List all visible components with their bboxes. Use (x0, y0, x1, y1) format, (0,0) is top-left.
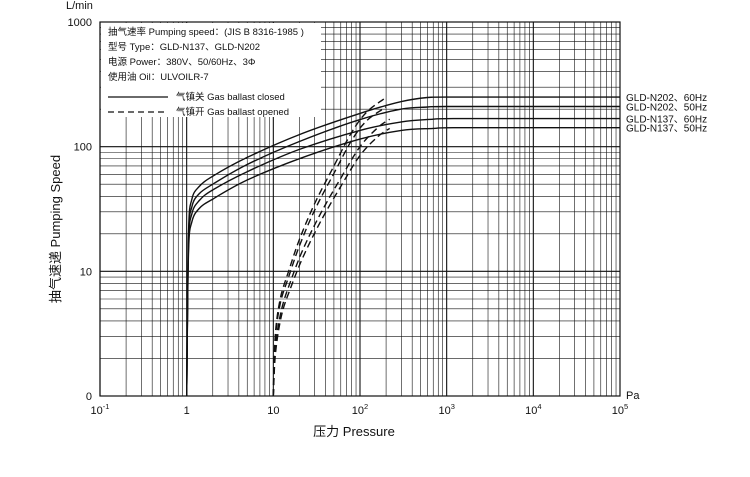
series-label: GLD-N137、50Hz (626, 124, 707, 135)
info-line-type: 型号 Type：GLD-N137、GLD-N202 (108, 42, 260, 53)
y-axis-tick-labels: 0 10 100 1000 (68, 17, 92, 403)
series-label: GLD-N202、60Hz (626, 93, 707, 104)
y-axis-label: 抽气速递 Pumping Speed (48, 155, 63, 303)
x-tick-label: 1 (184, 405, 190, 417)
legend-dashed-label: 气镇开 Gas ballast opened (176, 106, 289, 118)
series-layer (186, 96, 621, 397)
series-line-solid-0 (186, 96, 620, 397)
info-line-standard: 抽气速率 Pumping speed：(JIS B 8316-1985 ) (108, 26, 304, 38)
y-tick-label: 100 (74, 142, 92, 154)
x-tick-label: 105 (612, 402, 628, 417)
series-line-dashed-5 (272, 106, 387, 397)
info-box: 抽气速率 Pumping speed：(JIS B 8316-1985 ) 型号… (101, 23, 321, 118)
series-label: GLD-N137、60Hz (626, 115, 707, 126)
x-tick-label: 10 (267, 405, 279, 417)
x-tick-label: 10-1 (91, 402, 110, 417)
x-axis-unit: Pa (626, 390, 640, 402)
series-label: GLD-N202、50Hz (626, 102, 707, 113)
y-tick-label: 0 (86, 391, 92, 403)
series-line-solid-2 (186, 117, 621, 397)
series-line-dashed-6 (272, 118, 391, 397)
info-box-background (101, 23, 321, 117)
legend-solid-label: 气镇关 Gas ballast closed (176, 91, 285, 103)
series-line-solid-1 (186, 105, 620, 397)
y-tick-label: 10 (80, 266, 92, 278)
y-axis-unit: L/min (66, 0, 93, 12)
x-tick-label: 104 (525, 402, 541, 417)
x-axis-tick-labels: 10-1 1 10 102 103 104 105 (91, 402, 629, 417)
info-line-oil: 使用油 Oil：ULVOILR-7 (108, 71, 209, 83)
series-line-dashed-7 (272, 127, 391, 397)
plot-frame (99, 21, 621, 397)
series-line-solid-3 (186, 126, 620, 397)
x-tick-label: 102 (352, 402, 368, 417)
series-line-dashed-4 (272, 96, 387, 397)
x-tick-label: 103 (438, 402, 454, 417)
y-tick-label: 1000 (68, 17, 92, 29)
x-axis-label: 压力 Pressure (313, 424, 395, 439)
info-line-power: 电源 Power：380V、50/60Hz、3Φ (108, 56, 256, 68)
